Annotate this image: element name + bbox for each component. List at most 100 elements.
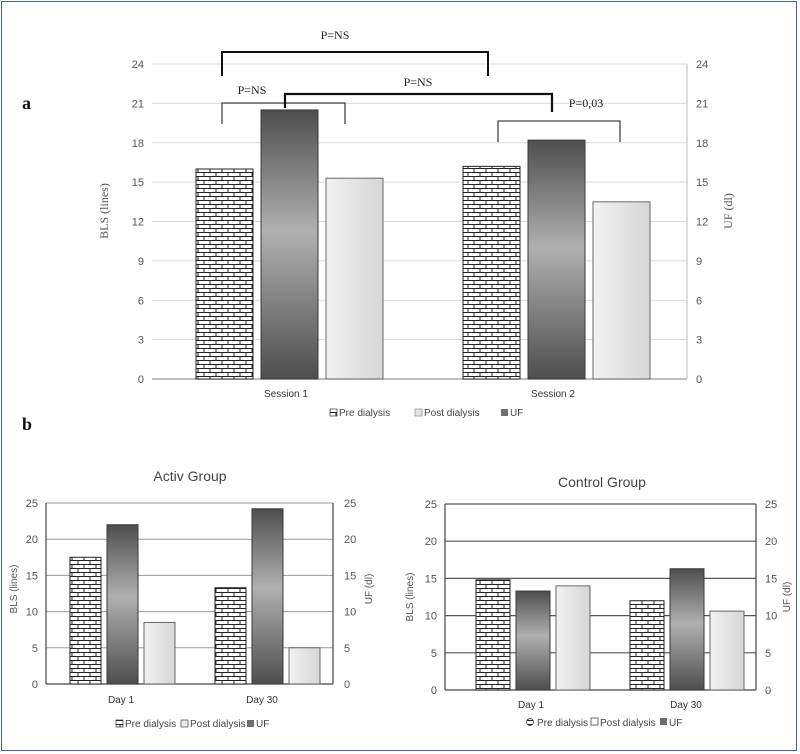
left-tick-label: 21 <box>132 98 144 110</box>
left-tick-label: 0 <box>431 685 437 697</box>
right-tick-label: 24 <box>696 59 708 71</box>
right-tick-label: 25 <box>344 498 356 510</box>
control-legend-swatch-uf <box>660 718 667 725</box>
right-tick-label: 0 <box>765 685 771 697</box>
right-tick-label: 3 <box>696 335 702 347</box>
left-tick-label: 12 <box>132 217 144 229</box>
left-tick-label: 15 <box>132 177 144 189</box>
control-legend-swatch-pre <box>526 718 534 726</box>
bar-uf-day-1 <box>106 524 139 685</box>
chart-a-categories: Session 1 Session 2 <box>264 389 575 400</box>
activ-legend-swatch-pre <box>115 719 124 728</box>
right-tick-label: 5 <box>344 643 350 655</box>
legend-swatch-pre-dialysis <box>329 408 338 417</box>
bar-uf-day-1 <box>515 590 551 691</box>
chart-activ-left-ticks: 0 5 10 15 20 25 <box>26 498 38 691</box>
bar-uf-session-1 <box>260 109 319 380</box>
chart-control-bars <box>475 568 745 691</box>
left-tick-label: 0 <box>138 374 144 386</box>
left-tick-label: 15 <box>425 573 437 585</box>
right-tick-label: 9 <box>696 256 702 268</box>
chart-control-title: Control Group <box>558 474 646 490</box>
category-label: Day 1 <box>518 700 545 711</box>
bar-pre-dialysis-session-2 <box>462 165 521 380</box>
left-tick-label: 10 <box>425 611 437 623</box>
chart-activ-categories: Day 1 Day 30 <box>108 695 278 706</box>
chart-a-brackets: P=NS P=NS P=NS P=0,03 <box>221 28 621 142</box>
bar-post-dialysis-day-30 <box>709 610 745 691</box>
activ-legend-label-post: Post dialysis <box>190 719 246 730</box>
chart-a-y2label: UF (dl) <box>721 193 735 229</box>
chart-a-right-ticks: 0 3 6 9 12 15 18 21 24 <box>696 59 708 386</box>
right-tick-label: 6 <box>696 295 702 307</box>
activ-legend-swatch-uf <box>247 720 254 727</box>
bar-uf-session-2 <box>527 139 586 380</box>
left-tick-label: 6 <box>138 295 144 307</box>
chart-activ-y2label: UF (dl) <box>364 574 375 605</box>
right-tick-label: 20 <box>344 534 356 546</box>
legend-swatch-post-dialysis <box>414 408 423 417</box>
chart-control-legend: Pre dialysis Post dialysis UF <box>526 717 682 729</box>
left-tick-label: 15 <box>26 570 38 582</box>
control-legend-label-uf: UF <box>669 718 682 729</box>
right-tick-label: 25 <box>765 499 777 511</box>
bar-post-dialysis-session-1 <box>325 177 384 380</box>
bar-pre-dialysis-day-30 <box>629 600 665 691</box>
chart-a-legend: Pre dialysis Post dialysis UF <box>329 408 523 419</box>
right-tick-label: 18 <box>696 138 708 150</box>
left-tick-label: 20 <box>425 536 437 548</box>
left-tick-label: 3 <box>138 335 144 347</box>
right-tick-label: 15 <box>344 570 356 582</box>
control-legend-label-pre: Pre dialysis <box>537 718 588 729</box>
bracket-session2 <box>497 120 621 142</box>
bar-post-dialysis-day-30 <box>288 647 321 685</box>
annotation-p-ns-session1: P=NS <box>238 83 267 97</box>
legend-label-post-dialysis: Post dialysis <box>424 408 480 419</box>
bar-uf-day-30 <box>251 508 284 685</box>
bar-post-dialysis-day-1 <box>143 621 176 685</box>
category-label: Day 30 <box>246 695 278 706</box>
activ-legend-swatch-post <box>180 719 189 728</box>
right-tick-label: 10 <box>765 611 777 623</box>
chart-activ-right-ticks: 0 5 10 15 20 25 <box>344 498 356 691</box>
left-tick-label: 25 <box>26 498 38 510</box>
bar-post-dialysis-session-2 <box>592 201 651 380</box>
right-tick-label: 10 <box>344 607 356 619</box>
legend-label-uf: UF <box>510 408 523 419</box>
legend-label-pre-dialysis: Pre dialysis <box>339 408 390 419</box>
panel-a-label: a <box>22 93 31 113</box>
activ-legend-label-uf: UF <box>256 719 269 730</box>
control-legend-label-post: Post dialysis <box>600 718 656 729</box>
left-tick-label: 0 <box>32 679 38 691</box>
bar-pre-dialysis-day-30 <box>214 587 247 685</box>
annotation-p-ns-top: P=NS <box>321 28 350 42</box>
category-label: Session 1 <box>264 389 308 400</box>
chart-activ-legend: Pre dialysis Post dialysis UF <box>115 719 269 730</box>
right-tick-label: 0 <box>344 679 350 691</box>
bar-uf-day-30 <box>669 568 705 691</box>
category-label: Session 2 <box>531 389 575 400</box>
right-tick-label: 20 <box>765 536 777 548</box>
right-tick-label: 15 <box>696 177 708 189</box>
category-label: Day 30 <box>670 700 702 711</box>
chart-activ-ylabel: BLS (lines) <box>9 565 20 614</box>
control-legend-swatch-post <box>590 717 599 726</box>
activ-legend-label-pre: Pre dialysis <box>125 719 176 730</box>
legend-swatch-uf <box>501 409 508 416</box>
right-tick-label: 5 <box>765 648 771 660</box>
left-tick-label: 18 <box>132 138 144 150</box>
bracket-session1-vs-session2 <box>221 51 489 76</box>
annotation-p-003: P=0,03 <box>569 96 603 110</box>
left-tick-label: 25 <box>425 499 437 511</box>
chart-control-ylabel: BLS (lines) <box>405 573 416 622</box>
chart-control-categories: Day 1 Day 30 <box>518 700 702 711</box>
left-tick-label: 10 <box>26 607 38 619</box>
chart-activ-bars <box>69 508 321 685</box>
chart-control-y2label: UF (dl) <box>782 582 793 613</box>
category-label: Day 1 <box>108 695 135 706</box>
right-tick-label: 0 <box>696 374 702 386</box>
left-tick-label: 24 <box>132 59 144 71</box>
